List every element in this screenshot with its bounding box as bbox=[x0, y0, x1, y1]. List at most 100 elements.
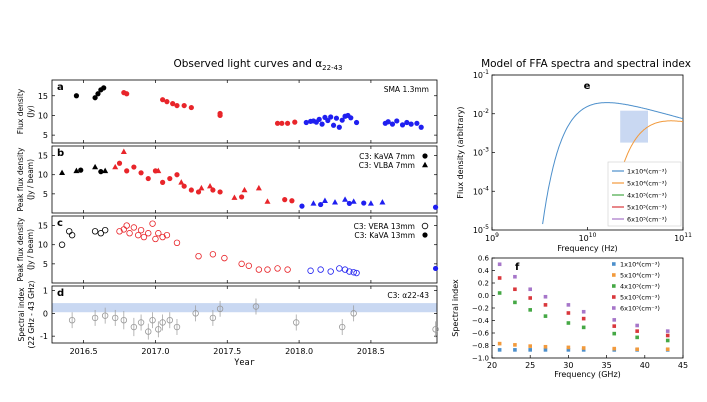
data-point bbox=[432, 204, 439, 210]
x-tick-label: 20 bbox=[487, 361, 497, 370]
series bbox=[78, 167, 104, 175]
x-tick-label: 1010 bbox=[579, 232, 597, 243]
y-tick-label: 1 bbox=[43, 287, 48, 296]
series bbox=[58, 226, 109, 248]
data-point bbox=[543, 348, 548, 352]
data-point bbox=[665, 329, 670, 333]
data-point bbox=[221, 254, 228, 262]
data-point bbox=[255, 184, 262, 191]
y-tick-label: 0.6 bbox=[478, 255, 490, 263]
data-point bbox=[394, 118, 400, 124]
legend-label: 5x10⁵(cm⁻³) bbox=[620, 294, 660, 302]
data-point bbox=[231, 194, 238, 200]
series bbox=[303, 112, 424, 130]
data-point bbox=[612, 346, 617, 351]
y-axis-label: (Jy / beam) bbox=[26, 229, 35, 270]
data-point bbox=[140, 233, 148, 241]
data-point bbox=[155, 326, 162, 333]
data-point bbox=[404, 119, 410, 126]
y-tick-label: 10-4 bbox=[473, 185, 489, 196]
data-point bbox=[513, 348, 517, 352]
series bbox=[116, 220, 291, 273]
data-point bbox=[418, 124, 424, 130]
data-point bbox=[174, 102, 180, 109]
series bbox=[497, 341, 670, 352]
data-point bbox=[255, 266, 263, 273]
data-point bbox=[217, 112, 223, 119]
panel-frame bbox=[51, 79, 438, 144]
data-point bbox=[321, 197, 328, 203]
data-point bbox=[342, 196, 349, 202]
legend-label: C3: VERA 13mm bbox=[354, 222, 415, 231]
data-point bbox=[399, 122, 406, 128]
data-point bbox=[361, 200, 367, 206]
data-point bbox=[543, 344, 548, 349]
data-point bbox=[635, 329, 639, 333]
data-point bbox=[279, 120, 285, 126]
panel-frame bbox=[51, 215, 438, 284]
series bbox=[497, 262, 670, 333]
legend-label: C3: VLBA 7mm bbox=[359, 161, 415, 170]
y-tick-label: 0.2 bbox=[478, 280, 489, 288]
data-point bbox=[566, 311, 571, 315]
data-point bbox=[353, 119, 360, 126]
data-point bbox=[543, 294, 548, 299]
data-point bbox=[149, 220, 156, 227]
legend-label: 6x10⁵(cm⁻³) bbox=[620, 305, 660, 313]
data-point bbox=[124, 168, 130, 174]
data-point bbox=[101, 312, 109, 319]
x-tick-label: 30 bbox=[563, 361, 573, 370]
y-tick-label: −0.2 bbox=[472, 305, 489, 313]
data-point bbox=[310, 200, 317, 206]
series bbox=[307, 265, 360, 277]
legend-marker bbox=[421, 222, 429, 230]
data-point bbox=[635, 347, 639, 352]
data-point bbox=[98, 169, 104, 175]
legend-label: C3: KaVA 13mm bbox=[354, 231, 415, 240]
data-point bbox=[167, 175, 173, 182]
data-point bbox=[274, 265, 281, 272]
data-point bbox=[581, 346, 586, 350]
data-point bbox=[284, 266, 291, 273]
data-point bbox=[181, 183, 187, 189]
panel-label: e bbox=[584, 81, 591, 92]
series bbox=[68, 298, 439, 340]
data-point bbox=[665, 338, 670, 343]
data-point bbox=[264, 266, 271, 273]
y-tick-label: −0.8 bbox=[472, 342, 489, 350]
data-point bbox=[327, 268, 334, 275]
data-point bbox=[665, 347, 670, 352]
data-point bbox=[528, 348, 532, 352]
series bbox=[274, 119, 298, 126]
data-point bbox=[389, 121, 396, 127]
model-curve bbox=[542, 102, 684, 225]
data-point bbox=[178, 179, 185, 185]
y-axis-label: Peak flux density bbox=[16, 147, 25, 212]
data-point bbox=[497, 341, 502, 346]
data-point bbox=[130, 224, 138, 231]
data-point bbox=[330, 122, 337, 128]
data-point bbox=[155, 230, 162, 237]
panel-label: b bbox=[57, 148, 64, 159]
data-point bbox=[116, 228, 123, 235]
panel-frame bbox=[51, 145, 438, 214]
data-point bbox=[120, 148, 127, 154]
panel-d: -1 0 1 d Spectral index (22 GHz - 43 GHz) C3: … bbox=[17, 280, 439, 368]
legend-marker bbox=[422, 153, 428, 159]
y-axis-label: Spectral index bbox=[451, 279, 460, 337]
data-point bbox=[513, 343, 517, 347]
data-point bbox=[145, 328, 152, 335]
data-point bbox=[346, 200, 352, 207]
y-axis-label: Flux density (arbitrary) bbox=[456, 106, 465, 198]
data-point bbox=[566, 345, 571, 350]
panel-label: c bbox=[57, 218, 63, 229]
data-point bbox=[131, 164, 137, 170]
data-point bbox=[367, 200, 374, 206]
data-point bbox=[120, 317, 128, 324]
data-point bbox=[497, 291, 502, 295]
data-point bbox=[91, 314, 99, 322]
data-point bbox=[58, 241, 66, 248]
data-point bbox=[581, 325, 586, 330]
data-point bbox=[164, 99, 170, 105]
data-point bbox=[91, 228, 99, 235]
